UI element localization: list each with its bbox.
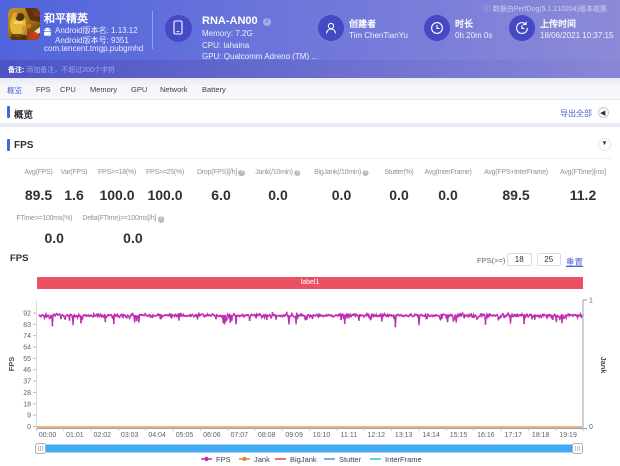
svg-text:03:03: 03:03 [121,432,139,439]
svg-text:18:18: 18:18 [532,432,550,439]
svg-text:08:08: 08:08 [258,432,276,439]
svg-text:17:17: 17:17 [505,432,523,439]
svg-text:16:16: 16:16 [477,432,495,439]
svg-text:01:01: 01:01 [66,432,84,439]
svg-text:1: 1 [589,298,593,305]
svg-text:10:10: 10:10 [313,432,331,439]
svg-text:46: 46 [23,367,31,374]
svg-text:0: 0 [27,424,31,431]
svg-text:28: 28 [23,390,31,397]
svg-text:04:04: 04:04 [148,432,166,439]
svg-text:InterFrame: InterFrame [385,455,422,464]
svg-text:12:12: 12:12 [368,432,386,439]
svg-text:37: 37 [23,379,31,386]
svg-text:06:06: 06:06 [203,432,221,439]
svg-text:Jank: Jank [254,455,270,464]
svg-text:02:02: 02:02 [94,432,112,439]
svg-text:09:09: 09:09 [285,432,303,439]
svg-text:13:13: 13:13 [395,432,413,439]
svg-text:00:00: 00:00 [39,432,57,439]
svg-text:0: 0 [589,424,593,431]
svg-text:14:14: 14:14 [422,432,440,439]
svg-text:19:19: 19:19 [559,432,577,439]
svg-text:07:07: 07:07 [231,432,249,439]
svg-text:BigJank: BigJank [290,455,317,464]
svg-text:11:11: 11:11 [341,432,358,439]
svg-text:9: 9 [27,413,31,420]
svg-text:92: 92 [23,311,31,318]
svg-text:18: 18 [23,401,31,408]
svg-text:Stutter: Stutter [339,455,362,464]
svg-text:05:05: 05:05 [176,432,194,439]
svg-text:55: 55 [23,356,31,363]
svg-text:64: 64 [23,345,31,352]
svg-text:FPS: FPS [7,357,16,372]
svg-text:74: 74 [23,333,31,340]
svg-text:83: 83 [23,322,31,329]
svg-text:FPS: FPS [216,455,231,464]
svg-text:15:15: 15:15 [450,432,468,439]
svg-text:Jank: Jank [599,356,608,374]
